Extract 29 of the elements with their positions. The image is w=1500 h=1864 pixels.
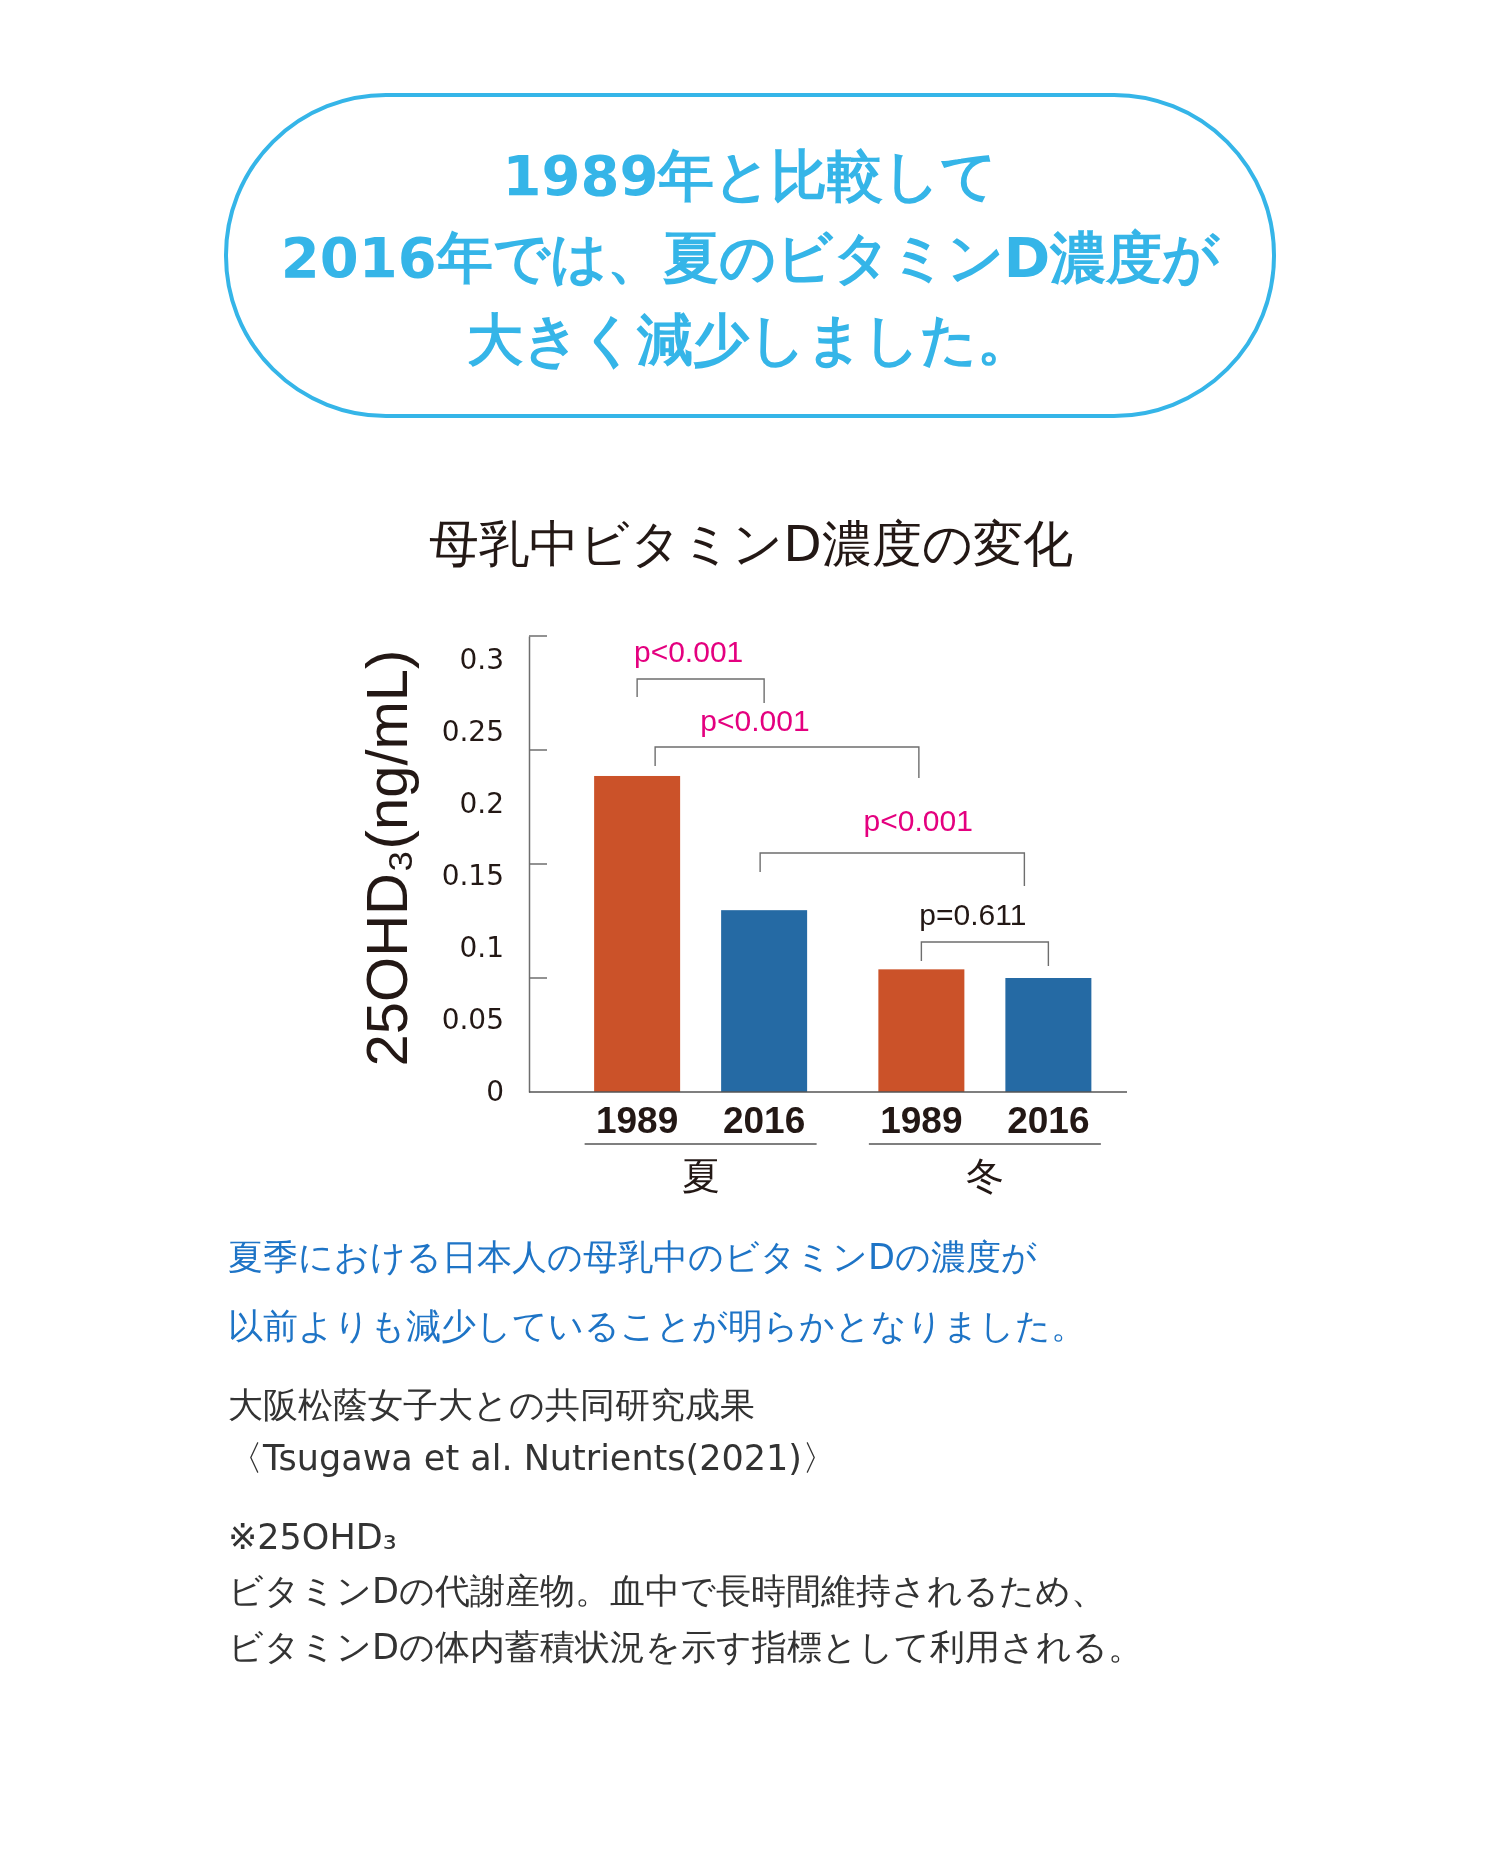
y-tick-label: 0.1 [459,931,504,965]
annotation: p<0.001 [863,804,973,837]
x-tick-label: 冬 [965,1154,1004,1198]
x-tick-label: 夏 [681,1154,720,1198]
text: 2016 [1007,1100,1090,1141]
series-label: 1989 [595,1100,679,1141]
series-label: 2016 [722,1100,806,1141]
chart-subtitle: 母乳中ビタミンD濃度の変化 [429,515,1073,573]
text: 〈Tsugawa et al. Nutrients(2021)〉 [228,1438,837,1478]
annotation: p<0.001 [633,635,744,668]
annotation: p=0.611 [919,898,1027,931]
annotation: p<0.001 [700,704,810,737]
y-tick-label: 0.25 [441,714,504,748]
text: ※25OHD₃ [228,1517,397,1557]
y-tick-label: 0.3 [459,642,504,676]
text: ビタミンDの代謝産物。血中で長時間維持されるため、ビタミンDの体内蓄積状況を示す指標として利用される。 [228,1571,1143,1667]
y-tick-label: 0.2 [459,786,504,820]
y-tick-label: 0.15 [441,859,504,892]
text: 夏季における日本人の母乳中のビタミンDの濃度が以前よりも減少していることが明らかとなりました。 [228,1237,1086,1346]
text: 1989 [880,1100,963,1141]
bar [594,775,681,1092]
bar [1005,978,1092,1092]
chart-title: 1989年と比較して2016年では、夏のビタミンD濃度が大きく減少しました。 [280,143,1222,372]
bar [878,969,965,1092]
y-tick-label: 0.05 [441,1003,504,1037]
y-axis-title: 25OHD₃(ng/mL) [353,649,419,1067]
y-tick-label: 0 [486,1075,504,1109]
text: 大阪松蔭女子大との共同研究成果 [228,1385,755,1425]
bar [721,910,808,1092]
